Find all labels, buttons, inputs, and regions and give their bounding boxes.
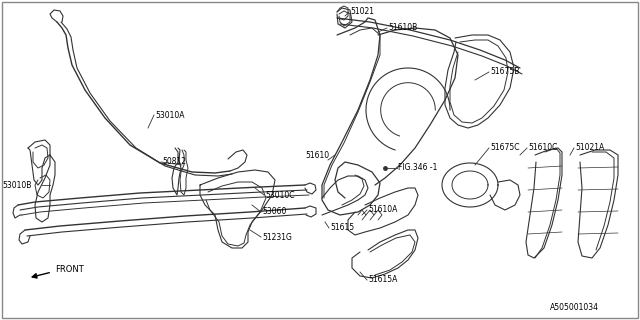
Text: 51021: 51021: [350, 7, 374, 17]
Text: 53010C: 53010C: [265, 190, 294, 199]
Text: FRONT: FRONT: [55, 266, 84, 275]
Text: A505001034: A505001034: [550, 303, 599, 313]
Text: 51675C: 51675C: [490, 143, 520, 153]
Text: FIG.346 -1: FIG.346 -1: [398, 164, 437, 172]
Text: 51610: 51610: [305, 150, 329, 159]
Text: 53060: 53060: [262, 207, 286, 217]
Text: 51021A: 51021A: [575, 143, 604, 153]
Text: 50812: 50812: [162, 157, 186, 166]
Text: 53010B: 53010B: [2, 180, 31, 189]
Text: 53010A: 53010A: [155, 110, 184, 119]
Text: 51610B: 51610B: [388, 23, 417, 33]
Text: 51610A: 51610A: [368, 205, 397, 214]
Text: 51615: 51615: [330, 223, 354, 233]
Text: 51615A: 51615A: [368, 276, 397, 284]
Text: 51231G: 51231G: [262, 233, 292, 242]
Text: 51610C: 51610C: [528, 143, 557, 153]
Text: 51675B: 51675B: [490, 68, 520, 76]
